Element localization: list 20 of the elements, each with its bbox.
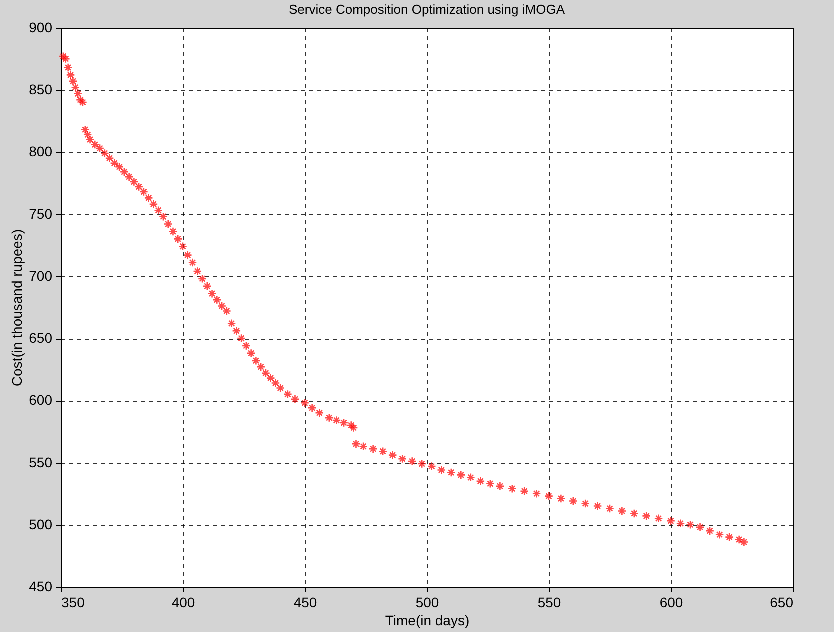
chart-title: Service Composition Optimization using iMOGA <box>289 2 566 17</box>
y-axis-title: Cost(in thousand rupees) <box>9 229 26 387</box>
x-tick-label: 500 <box>416 594 440 610</box>
y-tick-label: 600 <box>29 392 53 408</box>
y-tick-label: 750 <box>29 206 53 222</box>
x-tick-label: 400 <box>172 594 196 610</box>
x-tick-label: 550 <box>538 594 562 610</box>
x-tick-label: 600 <box>660 594 684 610</box>
x-axis-title: Time(in days) <box>385 612 470 628</box>
y-tick-label: 500 <box>29 516 53 532</box>
x-tick-label: 650 <box>770 594 794 610</box>
x-tick-label: 450 <box>294 594 318 610</box>
y-tick-label: 900 <box>29 20 53 36</box>
y-tick-label: 650 <box>29 330 53 346</box>
y-tick-label: 550 <box>29 454 53 470</box>
y-tick-label: 700 <box>29 268 53 284</box>
y-tick-label: 850 <box>29 82 53 98</box>
y-tick-label: 450 <box>29 578 53 594</box>
x-tick-label: 350 <box>62 594 86 610</box>
y-tick-label: 800 <box>29 144 53 160</box>
